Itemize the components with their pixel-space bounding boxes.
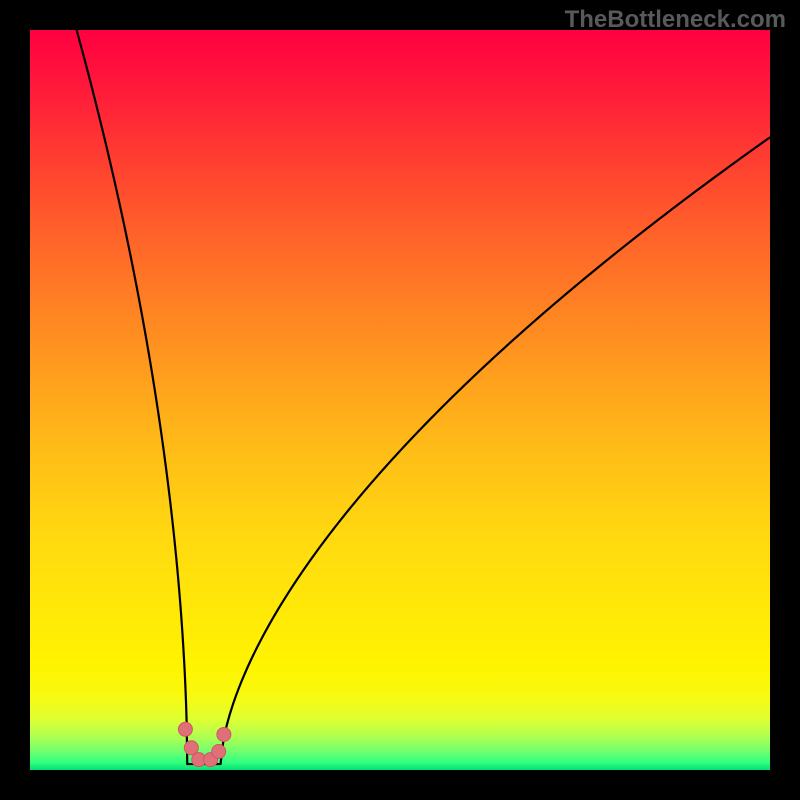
watermark-text: TheBottleneck.com — [565, 6, 786, 34]
plot-svg — [30, 30, 770, 770]
gradient-background — [30, 30, 770, 770]
plot-area — [30, 30, 770, 770]
data-dot — [217, 727, 231, 741]
data-dot — [212, 745, 226, 759]
data-dot — [178, 722, 192, 736]
chart-container: TheBottleneck.com — [0, 0, 800, 800]
